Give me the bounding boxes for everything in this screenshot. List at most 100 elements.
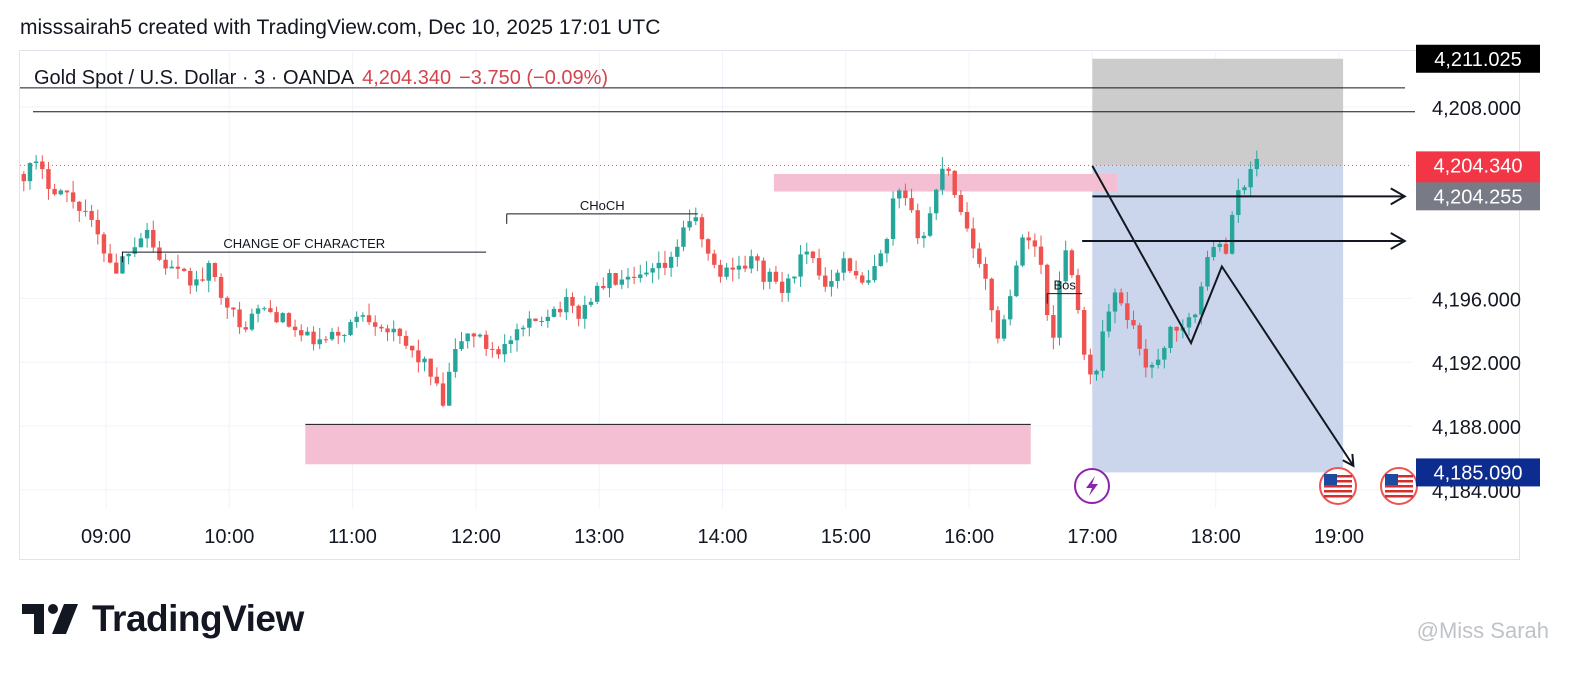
candle-body: [687, 221, 692, 228]
candle: [958, 190, 964, 216]
candle: [1038, 235, 1044, 274]
candle: [373, 315, 378, 336]
candle-body: [496, 349, 501, 355]
candle-body: [292, 326, 298, 331]
candle-body: [1223, 243, 1229, 254]
candle: [995, 306, 1001, 344]
candle: [299, 324, 304, 342]
us-flag-icon: [1380, 467, 1418, 505]
candle: [329, 327, 335, 342]
candle: [514, 323, 520, 352]
candle-body: [557, 308, 563, 313]
candle: [693, 207, 698, 226]
candle: [1149, 362, 1155, 379]
candle-body: [971, 228, 976, 249]
candle-body: [761, 260, 766, 282]
candle-body: [977, 248, 982, 264]
x-tick-label: 18:00: [1191, 526, 1241, 548]
candle: [1229, 211, 1235, 255]
candle: [1081, 306, 1087, 360]
candle-body: [502, 344, 507, 355]
candle-body: [755, 256, 760, 261]
candle-body: [1162, 348, 1167, 360]
candle: [83, 199, 88, 217]
candle: [557, 301, 563, 317]
candle-body: [342, 334, 347, 336]
candle-body: [890, 198, 896, 239]
candle-body: [181, 268, 187, 271]
candle: [1044, 263, 1050, 321]
candle: [366, 303, 372, 325]
candle: [915, 203, 920, 245]
candle: [934, 188, 939, 220]
candle-body: [786, 278, 791, 293]
symbol-name[interactable]: Gold Spot / U.S. Dollar · 3 · OANDA: [34, 67, 355, 89]
candle-body: [274, 312, 279, 323]
candle-body: [366, 315, 372, 323]
candle-body: [212, 263, 218, 277]
watermark: @Miss Sarah: [1416, 618, 1549, 643]
candle: [860, 272, 865, 285]
candle-body: [329, 331, 335, 340]
candle: [1211, 240, 1216, 261]
candle-body: [1186, 317, 1192, 328]
candle-body: [1125, 303, 1130, 321]
projection-arrowhead: [1342, 453, 1355, 468]
candle-body: [440, 383, 446, 406]
candle-body: [46, 169, 51, 189]
candle-body: [915, 210, 920, 239]
candle-body: [576, 305, 581, 319]
annotation-label: CHANGE OF CHARACTER: [223, 236, 385, 251]
candle-body: [934, 189, 939, 214]
chart-header: misssairah5 created with TradingView.com…: [20, 16, 661, 39]
candle: [1205, 250, 1210, 291]
candle: [1118, 288, 1124, 306]
candle: [40, 155, 45, 180]
take-profit-zone: [1092, 165, 1344, 473]
candle: [631, 266, 637, 285]
candle: [730, 257, 735, 282]
candle: [379, 324, 384, 333]
candle-body: [903, 190, 908, 199]
candle-body: [255, 308, 261, 314]
candle-body: [921, 235, 927, 239]
candle: [705, 238, 711, 261]
candle: [286, 312, 292, 328]
candle-body: [33, 161, 39, 164]
candle-body: [601, 285, 606, 289]
candle: [1131, 310, 1136, 330]
candle-body: [1236, 190, 1241, 216]
candle: [570, 292, 575, 314]
candle-body: [243, 327, 248, 330]
arrow-head: [1390, 187, 1407, 206]
marker-price-tag: 4,204.255: [1416, 182, 1540, 211]
marker-price-tag-text: 4,204.255: [1434, 186, 1523, 208]
candle-body: [1063, 250, 1068, 282]
candle-body: [872, 266, 877, 281]
candle: [749, 249, 754, 274]
candle: [927, 206, 933, 238]
candle: [1088, 348, 1093, 385]
candle: [132, 237, 137, 257]
x-tick-label: 10:00: [204, 526, 254, 548]
candle-body: [1229, 215, 1235, 254]
candle: [687, 209, 692, 231]
candle-body: [218, 276, 224, 298]
candle: [1192, 313, 1198, 323]
candle-body: [77, 201, 82, 211]
candle: [490, 341, 495, 358]
candle-body: [311, 331, 316, 345]
candle-body: [866, 280, 871, 283]
candle-body: [958, 195, 964, 213]
candle-body: [1106, 311, 1112, 332]
candle: [1162, 345, 1167, 369]
candle: [1242, 185, 1247, 195]
candle: [1051, 305, 1056, 350]
candle-body: [446, 371, 452, 406]
x-tick-label: 11:00: [328, 526, 377, 548]
candle: [151, 220, 156, 253]
candle: [292, 319, 298, 337]
candle: [761, 257, 766, 290]
candle: [188, 267, 193, 294]
